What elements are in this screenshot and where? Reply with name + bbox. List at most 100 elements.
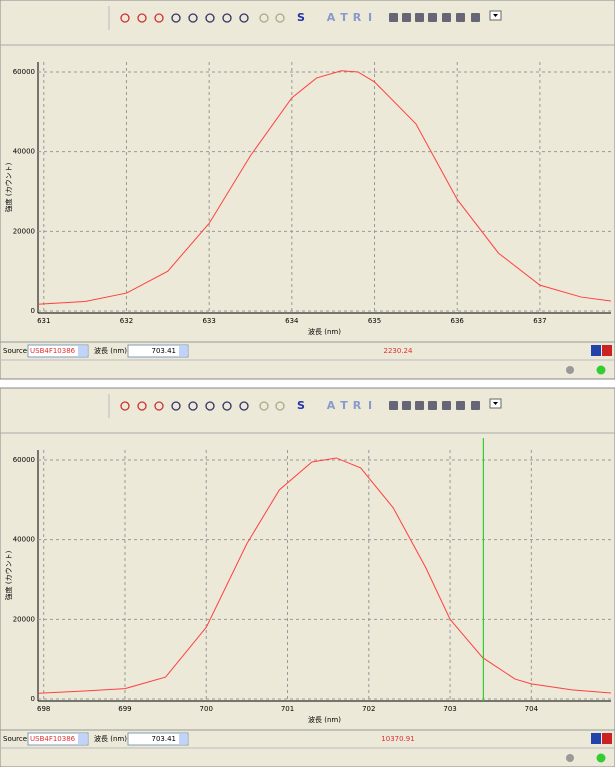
y-tick-label: 60000 — [13, 68, 35, 76]
toolbar-button[interactable] — [428, 401, 437, 410]
spectrum-line — [37, 457, 612, 694]
toolbar-letter[interactable]: S — [297, 11, 305, 24]
x-axis-label: 波長 (nm) — [308, 327, 341, 336]
source-select[interactable] — [27, 344, 89, 358]
toolbar-button[interactable] — [275, 401, 285, 411]
status-light — [596, 753, 606, 763]
spectrum-line — [37, 70, 612, 305]
toolbar-letter[interactable]: I — [368, 399, 372, 412]
stop-button[interactable] — [602, 345, 612, 356]
x-tick-label: 704 — [525, 705, 539, 713]
toolbar-letter[interactable]: R — [353, 11, 362, 24]
y-tick-label: 40000 — [13, 536, 35, 544]
mode-button[interactable] — [591, 345, 601, 356]
dropdown-arrow — [493, 14, 498, 17]
wavelength-value: 703.41 — [152, 347, 177, 355]
toolbar-button[interactable] — [456, 401, 465, 410]
status-value: 2230.24 — [384, 347, 413, 355]
wavelength-input[interactable] — [127, 732, 189, 746]
toolbar-button[interactable] — [188, 401, 198, 411]
x-tick-label: 699 — [118, 705, 131, 713]
y-tick-label: 0 — [31, 307, 35, 315]
x-tick-label: 702 — [362, 705, 375, 713]
x-tick-label: 637 — [533, 317, 546, 325]
toolbar-letter[interactable]: A — [327, 399, 336, 412]
y-tick-label: 20000 — [13, 615, 35, 623]
toolbar-letter[interactable]: A — [327, 11, 336, 24]
toolbar-button[interactable] — [402, 401, 411, 410]
y-tick-label: 40000 — [13, 148, 35, 156]
x-tick-label: 631 — [37, 317, 50, 325]
toolbar-button[interactable] — [442, 401, 451, 410]
toolbar-button[interactable] — [259, 13, 269, 23]
toolbar-button[interactable] — [389, 13, 398, 22]
x-tick-label: 635 — [368, 317, 381, 325]
toolbar-button[interactable] — [239, 13, 249, 23]
source-label: Source: — [3, 735, 29, 743]
toolbar-button[interactable] — [120, 401, 130, 411]
y-axis-label: 強度 (カウント) — [4, 550, 13, 600]
panel-bg — [0, 0, 615, 380]
spin-button[interactable] — [179, 346, 187, 356]
x-tick-label: 636 — [451, 317, 465, 325]
toolbar-button[interactable] — [415, 401, 424, 410]
x-tick-label: 701 — [281, 705, 294, 713]
toolbar-button[interactable] — [222, 401, 232, 411]
x-tick-label: 632 — [120, 317, 133, 325]
status-value: 10370.91 — [381, 735, 414, 743]
toolbar-letter[interactable]: S — [297, 399, 305, 412]
toolbar-letter[interactable]: T — [340, 11, 348, 24]
toolbar-button[interactable] — [222, 13, 232, 23]
wavelength-value: 703.41 — [152, 735, 177, 743]
select-arrow[interactable] — [78, 346, 87, 356]
toolbar-button[interactable] — [120, 13, 130, 23]
wavelength-input[interactable] — [127, 344, 189, 358]
toolbar-button[interactable] — [259, 401, 269, 411]
toolbar-button[interactable] — [205, 401, 215, 411]
toolbar-button[interactable] — [389, 401, 398, 410]
spin-button[interactable] — [179, 734, 187, 744]
stop-button[interactable] — [602, 733, 612, 744]
toolbar-button[interactable] — [415, 13, 424, 22]
toolbar-letter[interactable]: I — [368, 11, 372, 24]
status-light — [596, 365, 606, 375]
toolbar-button[interactable] — [205, 13, 215, 23]
toolbar-button[interactable] — [442, 13, 451, 22]
source-select[interactable] — [27, 732, 89, 746]
y-tick-label: 0 — [31, 695, 35, 703]
toolbar-button[interactable] — [171, 13, 181, 23]
wavelength-label: 波長 (nm): — [94, 346, 129, 355]
toolbar-button[interactable] — [402, 13, 411, 22]
status-icon — [566, 366, 574, 374]
mode-button[interactable] — [591, 733, 601, 744]
toolbar-button[interactable] — [428, 13, 437, 22]
wavelength-label: 波長 (nm): — [94, 734, 129, 743]
toolbar-button[interactable] — [471, 13, 480, 22]
toolbar-button[interactable] — [154, 401, 164, 411]
toolbar-button[interactable] — [275, 13, 285, 23]
toolbar-button[interactable] — [456, 13, 465, 22]
toolbar-button[interactable] — [137, 401, 147, 411]
x-tick-label: 633 — [202, 317, 215, 325]
x-tick-label: 700 — [200, 705, 213, 713]
toolbar-button[interactable] — [171, 401, 181, 411]
x-axis-label: 波長 (nm) — [308, 715, 341, 724]
y-tick-label: 60000 — [13, 456, 35, 464]
panel: S A T R I 0 20000 40000 60000 631 632 633 634 635 636 6… — [0, 0, 615, 380]
y-axis-label: 強度 (カウント) — [4, 162, 13, 212]
x-tick-label: 634 — [285, 317, 299, 325]
source-value: USB4F10386 — [30, 735, 76, 743]
toolbar-button[interactable] — [188, 13, 198, 23]
status-icon — [566, 754, 574, 762]
toolbar-button[interactable] — [239, 401, 249, 411]
toolbar-letter[interactable]: T — [340, 399, 348, 412]
toolbar-button[interactable] — [154, 13, 164, 23]
select-arrow[interactable] — [78, 734, 87, 744]
toolbar-letter[interactable]: R — [353, 399, 362, 412]
toolbar-button[interactable] — [471, 401, 480, 410]
toolbar-button[interactable] — [137, 13, 147, 23]
panel: S A T R I 0 20000 40000 60000 698 699 700 701 702 703 7… — [0, 387, 615, 767]
y-tick-label: 20000 — [13, 227, 35, 235]
